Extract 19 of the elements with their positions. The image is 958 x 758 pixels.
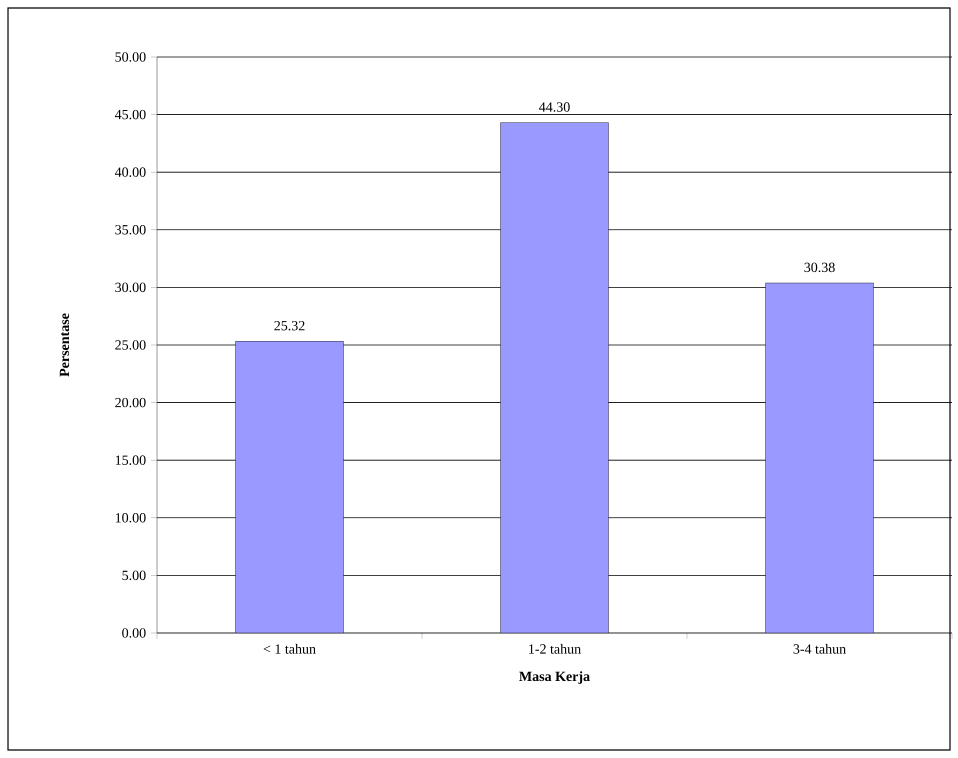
y-tick-label: 30.00 (115, 282, 146, 292)
data-label: 30.38 (804, 262, 835, 272)
x-tick-label: 1-2 tahun (529, 644, 581, 654)
y-tick-label: 35.00 (115, 225, 146, 235)
x-axis-title: Masa Kerja (519, 671, 590, 684)
x-tick-label: < 1 tahun (264, 644, 316, 654)
y-tick-label: 25.00 (115, 340, 146, 350)
y-tick-label: 45.00 (114, 110, 146, 120)
y-tick-label: 15.00 (116, 455, 146, 465)
y-tick-label: 50.00 (115, 52, 146, 62)
y-tick-label: 40.00 (114, 167, 146, 177)
x-tick-label: 3-4 tahun (794, 644, 846, 654)
y-tick-label: 5.00 (122, 570, 146, 580)
y-axis-title: Persentase (60, 313, 70, 377)
data-label: 25.32 (274, 320, 304, 330)
y-tick-label: 0.00 (122, 628, 146, 638)
data-label: 44.30 (539, 102, 570, 112)
y-tick-label: 20.00 (115, 398, 146, 408)
y-tick-label: 10.00 (116, 513, 146, 523)
